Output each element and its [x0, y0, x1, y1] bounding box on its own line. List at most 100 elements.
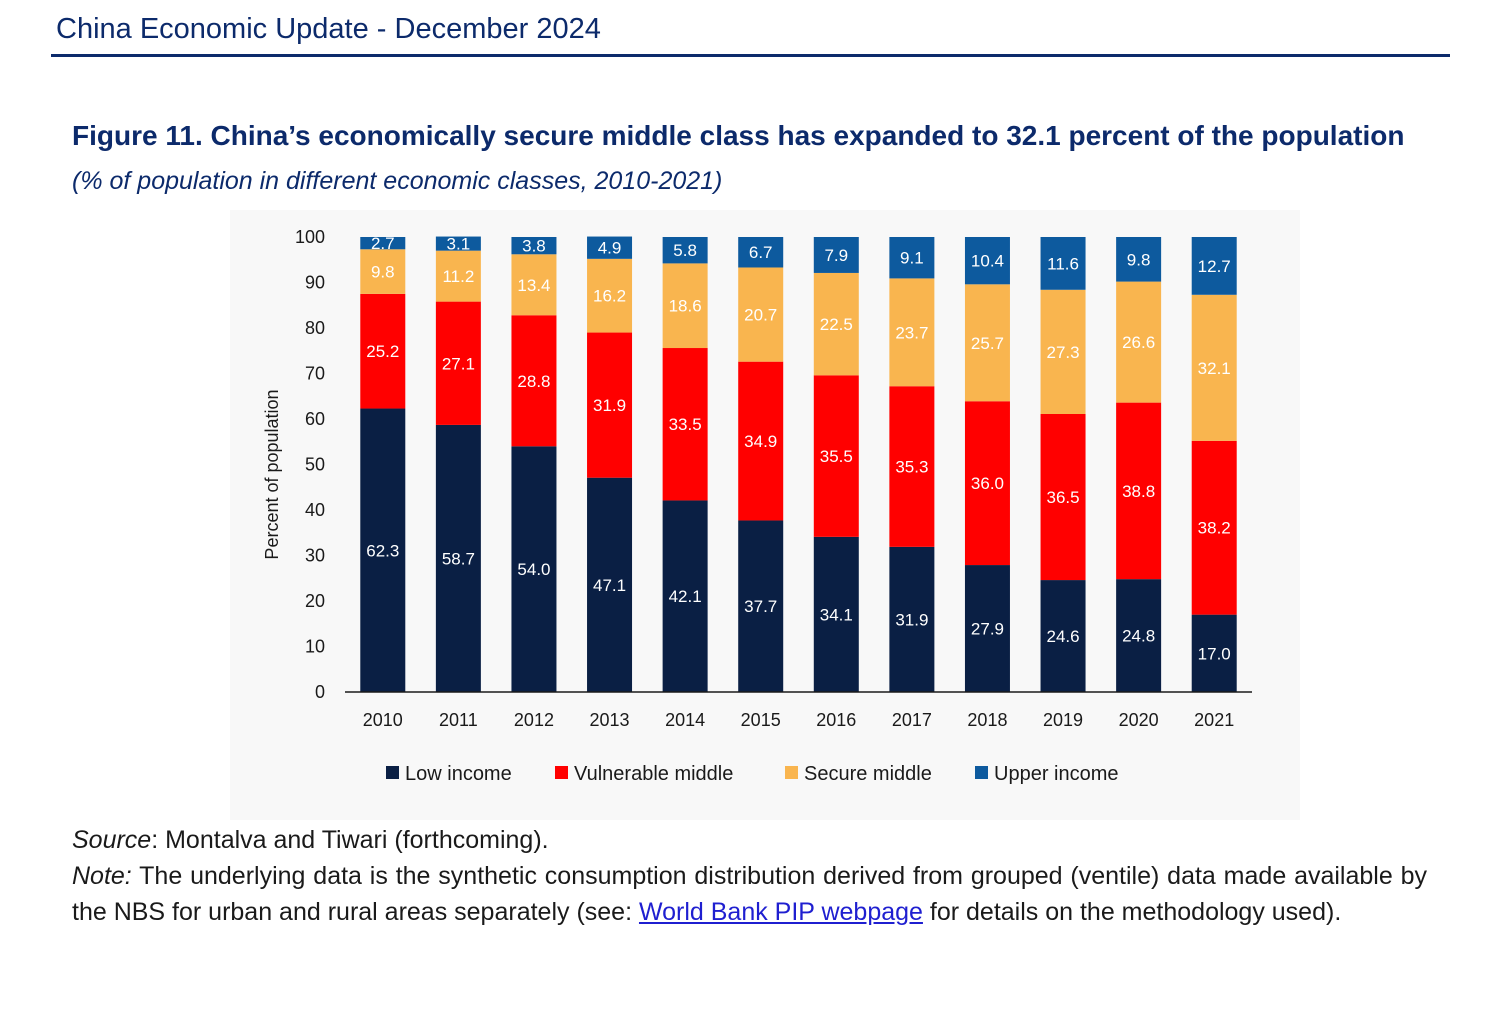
- y-tick-label: 40: [305, 500, 325, 520]
- bar-segment-vulnerable-middle: [662, 348, 708, 501]
- bar-segment-low-income: [1116, 579, 1162, 692]
- data-label: 25.7: [971, 334, 1004, 353]
- data-label: 7.9: [824, 246, 848, 265]
- data-label: 27.1: [442, 354, 475, 373]
- bar-segment-vulnerable-middle: [813, 375, 859, 537]
- data-label: 22.5: [820, 315, 853, 334]
- x-tick-label: 2012: [514, 710, 554, 730]
- bar-segment-secure-middle: [587, 258, 633, 333]
- page-header: China Economic Update - December 2024: [51, 0, 1450, 57]
- data-label: 37.7: [744, 597, 777, 616]
- bar-segment-upper-income: [1116, 237, 1162, 282]
- bar-segment-secure-middle: [1191, 294, 1237, 441]
- source-note: Source: Montalva and Tiwari (forthcoming…: [72, 822, 1427, 930]
- bar-segment-vulnerable-middle: [1191, 440, 1237, 615]
- legend-swatch: [785, 766, 798, 779]
- bar-segment-low-income: [1191, 614, 1237, 692]
- bar-segment-secure-middle: [813, 272, 859, 376]
- x-tick-label: 2017: [892, 710, 932, 730]
- data-label: 38.8: [1122, 482, 1155, 501]
- data-label: 9.1: [900, 249, 924, 268]
- note-end: for details on the methodology used).: [922, 898, 1342, 926]
- data-label: 12.7: [1198, 257, 1231, 276]
- x-tick-label: 2021: [1194, 710, 1234, 730]
- bar-segment-upper-income: [360, 237, 406, 250]
- data-label: 42.1: [669, 587, 702, 606]
- y-tick-label: 100: [295, 227, 325, 247]
- data-label: 18.6: [669, 297, 702, 316]
- x-tick-label: 2020: [1119, 710, 1159, 730]
- bar-segment-low-income: [435, 424, 481, 692]
- bar-segment-upper-income: [813, 237, 859, 273]
- x-tick-label: 2010: [363, 710, 403, 730]
- data-label: 34.1: [820, 605, 853, 624]
- bar-segment-secure-middle: [1116, 281, 1162, 403]
- source-line: Source: Montalva and Tiwari (forthcoming…: [72, 822, 1427, 858]
- bar-segment-upper-income: [889, 237, 935, 279]
- bar-segment-secure-middle: [1040, 289, 1086, 414]
- bar-segment-upper-income: [1191, 237, 1237, 295]
- bar-segment-secure-middle: [435, 250, 481, 302]
- data-label: 13.4: [517, 276, 550, 295]
- x-tick-label: 2011: [439, 710, 478, 730]
- data-label: 31.9: [895, 610, 928, 629]
- data-label: 20.7: [744, 306, 777, 325]
- data-label: 35.3: [895, 458, 928, 477]
- data-label: 3.1: [447, 235, 471, 254]
- y-tick-label: 70: [305, 364, 325, 384]
- bar-segment-low-income: [738, 520, 784, 692]
- bar-segment-low-income: [889, 546, 935, 692]
- data-label: 24.6: [1046, 627, 1079, 646]
- bar-segment-secure-middle: [511, 254, 557, 316]
- data-label: 35.5: [820, 447, 853, 466]
- bar-segment-secure-middle: [738, 267, 784, 362]
- data-label: 9.8: [371, 263, 395, 282]
- data-label: 36.0: [971, 474, 1004, 493]
- data-label: 58.7: [442, 549, 475, 568]
- bar-segment-upper-income: [738, 237, 784, 268]
- legend-label: Vulnerable middle: [574, 763, 733, 785]
- source-text: : Montalva and Tiwari (forthcoming).: [151, 826, 549, 854]
- document-title: China Economic Update - December 2024: [56, 13, 601, 45]
- data-label: 47.1: [593, 576, 626, 595]
- pip-webpage-link[interactable]: World Bank PIP webpage: [638, 898, 923, 926]
- figure-subtitle: (% of population in different economic c…: [72, 167, 723, 195]
- bar-segment-vulnerable-middle: [1116, 402, 1162, 580]
- data-label: 27.3: [1046, 343, 1079, 362]
- data-label: 4.9: [598, 239, 622, 258]
- data-label: 36.5: [1046, 488, 1079, 507]
- bar-segment-vulnerable-middle: [587, 332, 633, 478]
- legend-swatch: [386, 766, 399, 779]
- data-label: 6.7: [749, 243, 773, 262]
- legend-swatch: [975, 766, 988, 779]
- bar-segment-low-income: [587, 477, 633, 692]
- bar-segment-vulnerable-middle: [964, 401, 1010, 566]
- figure-title: Figure 11. China’s economically secure m…: [72, 120, 1405, 151]
- data-label: 26.6: [1122, 333, 1155, 352]
- note-text: The underlying data is the synthetic con…: [72, 862, 1427, 926]
- x-tick-label: 2013: [590, 710, 630, 730]
- data-label: 10.4: [971, 252, 1004, 271]
- data-label: 3.8: [522, 237, 546, 256]
- y-tick-label: 50: [305, 455, 325, 475]
- data-label: 31.9: [593, 396, 626, 415]
- bar-segment-upper-income: [964, 237, 1010, 285]
- data-label: 34.9: [744, 432, 777, 451]
- y-tick-label: 90: [305, 273, 325, 293]
- data-label: 11.6: [1047, 254, 1079, 273]
- x-tick-label: 2019: [1043, 710, 1083, 730]
- data-label: 54.0: [517, 560, 550, 579]
- bar-segment-vulnerable-middle: [738, 361, 784, 521]
- bar-segment-low-income: [662, 500, 708, 692]
- bar-segment-upper-income: [511, 237, 557, 255]
- bar-segment-low-income: [511, 446, 557, 692]
- data-label: 24.8: [1122, 627, 1155, 646]
- bar-segment-upper-income: [662, 237, 708, 264]
- note-label: Note:: [72, 862, 132, 890]
- bar-segment-vulnerable-middle: [511, 315, 557, 447]
- data-label: 17.0: [1198, 644, 1231, 663]
- y-tick-label: 30: [305, 546, 325, 566]
- data-label: 9.8: [1127, 250, 1151, 269]
- x-tick-label: 2018: [967, 710, 1007, 730]
- legend-label: Secure middle: [804, 763, 932, 785]
